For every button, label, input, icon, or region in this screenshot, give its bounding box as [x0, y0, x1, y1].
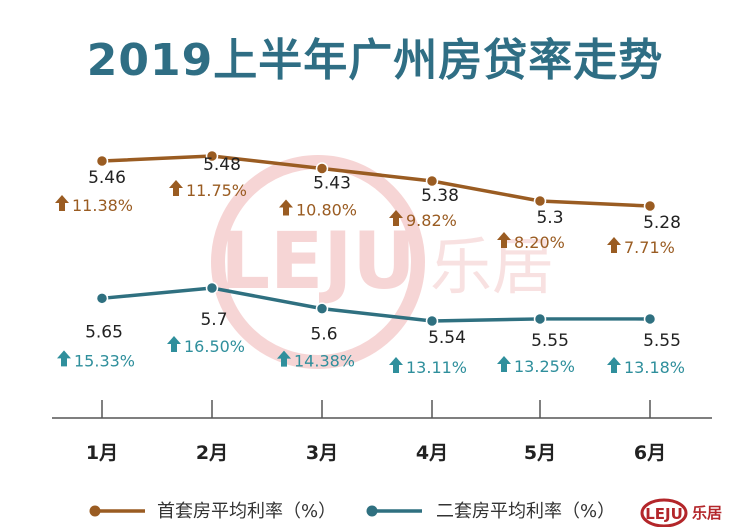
data-value-label: 5.3 [536, 208, 563, 228]
legend-label: 二套房平均利率（%） [436, 501, 615, 522]
data-point-second-home [425, 314, 439, 328]
up-arrow-icon [169, 180, 183, 196]
change-rate-label: 11.38% [72, 196, 133, 215]
up-arrow-icon [389, 357, 403, 373]
watermark-name: 乐居 [430, 230, 554, 303]
logo-text: LEJU [645, 505, 683, 523]
data-point-second-home [533, 312, 547, 326]
legend-marker [89, 505, 101, 517]
watermark-logo-text: LEJU [220, 217, 415, 307]
x-tick-label: 5月 [524, 442, 556, 464]
x-tick-label: 3月 [306, 442, 338, 464]
data-point-first-home [643, 199, 657, 213]
data-point-first-home [205, 149, 219, 163]
up-arrow-icon [277, 350, 291, 367]
leju-logo: LEJU 乐居 [640, 498, 722, 527]
change-rate-label: 9.82% [406, 211, 457, 230]
data-point-second-home [643, 312, 657, 326]
data-value-label: 5.6 [310, 325, 337, 345]
up-arrow-icon [279, 199, 293, 216]
x-tick-label: 6月 [634, 442, 666, 464]
change-rate-label: 13.18% [624, 358, 685, 377]
series-line-second-home [101, 286, 650, 323]
logo-name: 乐居 [692, 504, 722, 522]
up-arrow-icon [607, 356, 621, 373]
change-rate-label: 14.38% [294, 352, 355, 371]
change-rate-label: 13.25% [514, 357, 575, 376]
legend-label: 首套房平均利率（%） [157, 501, 336, 522]
data-point-second-home [95, 292, 109, 305]
change-rate-label: 8.20% [514, 233, 565, 252]
change-rate-label: 10.80% [296, 201, 357, 220]
data-value-label: 5.55 [643, 331, 681, 351]
legend-item: 二套房平均利率（%） [366, 501, 615, 522]
data-value-label: 5.55 [531, 331, 569, 351]
data-value-label: 5.28 [643, 213, 681, 233]
data-value-label: 5.46 [88, 168, 126, 188]
data-value-label: 5.54 [428, 328, 466, 348]
data-point-first-home [533, 194, 547, 208]
up-arrow-icon [55, 195, 69, 211]
data-point-first-home [425, 174, 439, 188]
data-value-label: 5.48 [203, 155, 241, 175]
data-value-label: 5.38 [421, 186, 459, 206]
chart-title: 2019上半年广州房贷率走势 [86, 35, 664, 86]
watermark-logo: LEJU 乐居 [211, 155, 554, 369]
legend-marker [366, 505, 378, 517]
change-rate-label: 13.11% [406, 358, 467, 377]
up-arrow-icon [497, 355, 511, 372]
x-tick-label: 2月 [196, 442, 228, 464]
x-tick-label: 4月 [416, 442, 448, 464]
x-tick-label: 1月 [86, 442, 118, 464]
data-value-label: 5.43 [313, 174, 351, 194]
data-value-label: 5.7 [200, 310, 227, 330]
data-point-first-home [315, 162, 329, 175]
up-arrow-icon [497, 232, 511, 248]
data-point-second-home [205, 281, 219, 295]
up-arrow-icon [607, 237, 621, 253]
data-point-first-home [95, 154, 109, 168]
data-point-second-home [315, 302, 329, 315]
legend-item: 首套房平均利率（%） [89, 501, 336, 522]
data-value-label: 5.65 [85, 322, 123, 342]
series-line-first-home [101, 154, 651, 208]
up-arrow-icon [57, 350, 71, 367]
up-arrow-icon [167, 336, 181, 352]
change-rate-label: 16.50% [184, 337, 245, 356]
change-rate-label: 7.71% [624, 238, 675, 257]
change-rate-label: 15.33% [74, 351, 135, 370]
change-rate-label: 11.75% [186, 181, 247, 200]
up-arrow-icon [389, 210, 403, 226]
